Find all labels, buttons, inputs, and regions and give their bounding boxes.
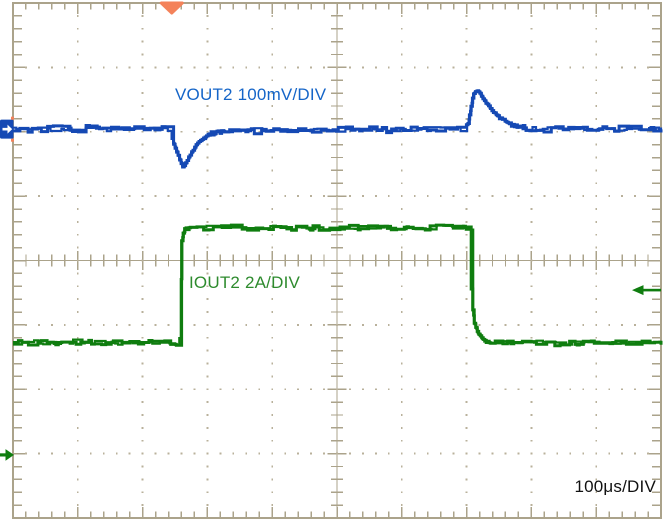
- vout2-trace: [13, 89, 663, 169]
- channel-markers: [0, 1, 661, 461]
- timebase-label: 100μs/DIV: [574, 477, 656, 496]
- graticule: [12, 2, 662, 519]
- iout2-ref-marker-right: [632, 285, 661, 296]
- iout2-trace: [13, 223, 663, 348]
- vout2-trace-label: VOUT2 100mV/DIV: [175, 85, 327, 104]
- trigger-marker: [159, 1, 184, 15]
- iout2-trace-label: IOUT2 2A/DIV: [189, 273, 301, 292]
- vout2-position-marker: [0, 116, 14, 142]
- traces: [13, 89, 663, 348]
- iout2-position-marker-left: [0, 449, 14, 461]
